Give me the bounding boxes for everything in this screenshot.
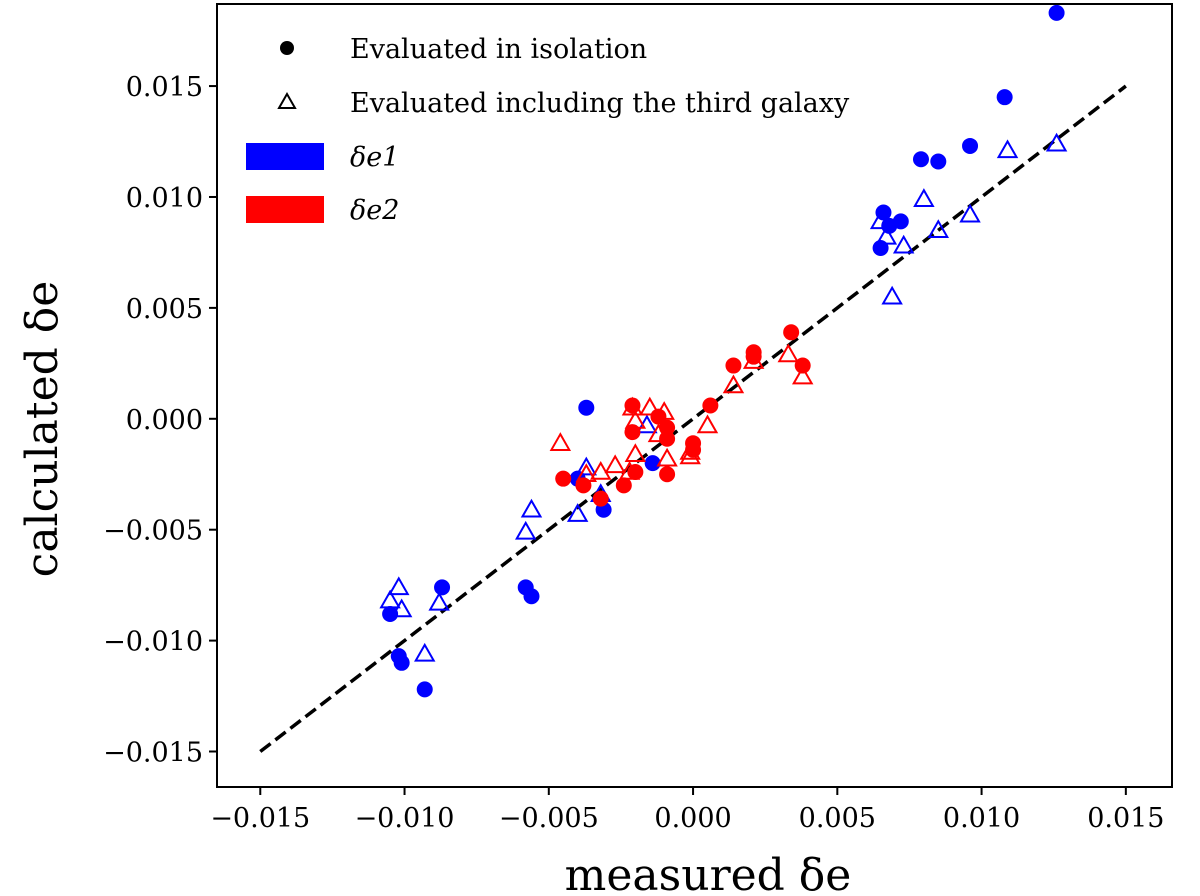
data-point-circle	[650, 408, 667, 425]
data-point-triangle	[590, 461, 612, 480]
legend-isolation-label: Evaluated in isolation	[350, 34, 647, 65]
data-point-circle	[875, 204, 892, 221]
y-tick-label: −0.015	[103, 738, 203, 769]
data-point-triangle	[639, 396, 661, 416]
data-point-circle	[393, 654, 410, 671]
data-point-triangle	[869, 210, 892, 230]
data-point-circle	[1048, 4, 1065, 21]
data-point-circle	[794, 357, 811, 374]
data-point-circle	[434, 579, 451, 596]
data-point-circle	[644, 455, 661, 472]
data-point-triangle	[575, 463, 598, 482]
reference-line-group	[259, 84, 1127, 753]
data-point-triangle	[414, 642, 436, 662]
data-point-circle	[578, 399, 595, 416]
data-point-triangle	[388, 576, 410, 596]
x-axis-title: measured δe	[565, 850, 852, 896]
y-axis-ticks: −0.015 −0.010 −0.005 0.000 0.005 0.010 0.015	[103, 72, 217, 769]
data-point-triangle	[653, 401, 675, 420]
data-point-circle	[523, 588, 540, 605]
axes-border	[216, 3, 1173, 788]
reference-line	[259, 84, 1127, 753]
data-point-circle	[382, 605, 399, 622]
data-point-circle	[702, 397, 719, 414]
data-point-triangle	[379, 589, 401, 609]
x-tick-label: −0.015	[210, 803, 310, 834]
data-point-triangle	[913, 188, 935, 207]
data-point-triangle	[875, 225, 898, 245]
legend-e2-patch	[246, 196, 324, 223]
y-tick-label: 0.005	[126, 294, 203, 325]
data-point-triangle	[777, 343, 799, 363]
data-point-triangle	[656, 447, 678, 467]
axes-frame	[216, 3, 1173, 788]
legend-third-galaxy-marker	[277, 91, 297, 109]
data-point-triangle	[618, 461, 641, 480]
legend-e1-label: δe1	[350, 142, 399, 173]
data-point-triangle	[566, 503, 589, 522]
data-point-triangle	[604, 454, 626, 474]
data-point-triangle	[996, 139, 1019, 159]
data-point-triangle	[428, 591, 450, 611]
data-point-triangle	[892, 234, 915, 254]
y-tick-label: 0.015	[126, 72, 203, 103]
data-point-triangle	[520, 498, 543, 518]
y-tick-label: −0.005	[103, 516, 203, 547]
data-point-triangle	[575, 456, 598, 476]
data-point-triangle	[959, 203, 981, 223]
x-tick-label: 0.005	[799, 803, 876, 834]
data-point-circle	[930, 153, 947, 170]
x-tick-label: −0.005	[499, 803, 599, 834]
y-tick-label: 0.010	[126, 183, 203, 214]
y-tick-label: 0.000	[126, 405, 203, 436]
data-point-triangle	[514, 520, 537, 540]
data-point-circle	[555, 470, 572, 487]
data-point-circle	[624, 397, 641, 414]
data-point-triangle	[1045, 132, 1068, 152]
data-point-triangle	[390, 598, 413, 618]
data-point-triangle	[624, 443, 647, 463]
data-point-circle	[659, 466, 676, 483]
x-tick-label: 0.000	[654, 803, 731, 834]
data-point-triangle	[679, 441, 701, 460]
x-tick-label: 0.015	[1087, 803, 1164, 834]
data-point-triangle	[722, 374, 745, 394]
data-point-circle	[872, 239, 889, 256]
y-tick-label: −0.010	[103, 627, 203, 658]
data-point-triangle	[549, 432, 572, 451]
data-point-triangle	[791, 365, 814, 385]
legend: Evaluated in isolation Evaluated includi…	[246, 34, 850, 226]
data-point-circle	[592, 490, 609, 507]
legend-e1-patch	[246, 143, 324, 170]
data-point-circle	[962, 137, 979, 154]
x-tick-label: −0.010	[355, 803, 455, 834]
data-point-triangle	[742, 350, 765, 369]
legend-e2-label: δe2	[350, 195, 399, 226]
data-point-circle	[725, 357, 742, 374]
data-point-circle	[996, 89, 1013, 106]
data-point-circle	[783, 324, 800, 341]
data-point-triangle	[881, 285, 903, 305]
data-markers	[379, 4, 1068, 698]
data-point-circle	[416, 681, 433, 698]
legend-third-galaxy-label: Evaluated including the third galaxy	[350, 88, 850, 119]
legend-isolation-marker	[280, 41, 294, 55]
y-axis-title: calculated δe	[17, 281, 68, 578]
data-point-triangle	[679, 445, 701, 465]
data-point-triangle	[927, 219, 950, 238]
data-point-triangle	[621, 396, 644, 416]
data-point-triangle	[647, 423, 670, 443]
data-point-triangle	[696, 414, 719, 434]
x-tick-label: 0.010	[943, 803, 1020, 834]
data-point-circle	[912, 151, 929, 168]
data-point-circle	[615, 477, 632, 494]
x-axis-ticks: −0.015 −0.010 −0.005 0.000 0.005 0.010 0.015	[210, 787, 1164, 834]
data-point-triangle	[624, 409, 647, 429]
